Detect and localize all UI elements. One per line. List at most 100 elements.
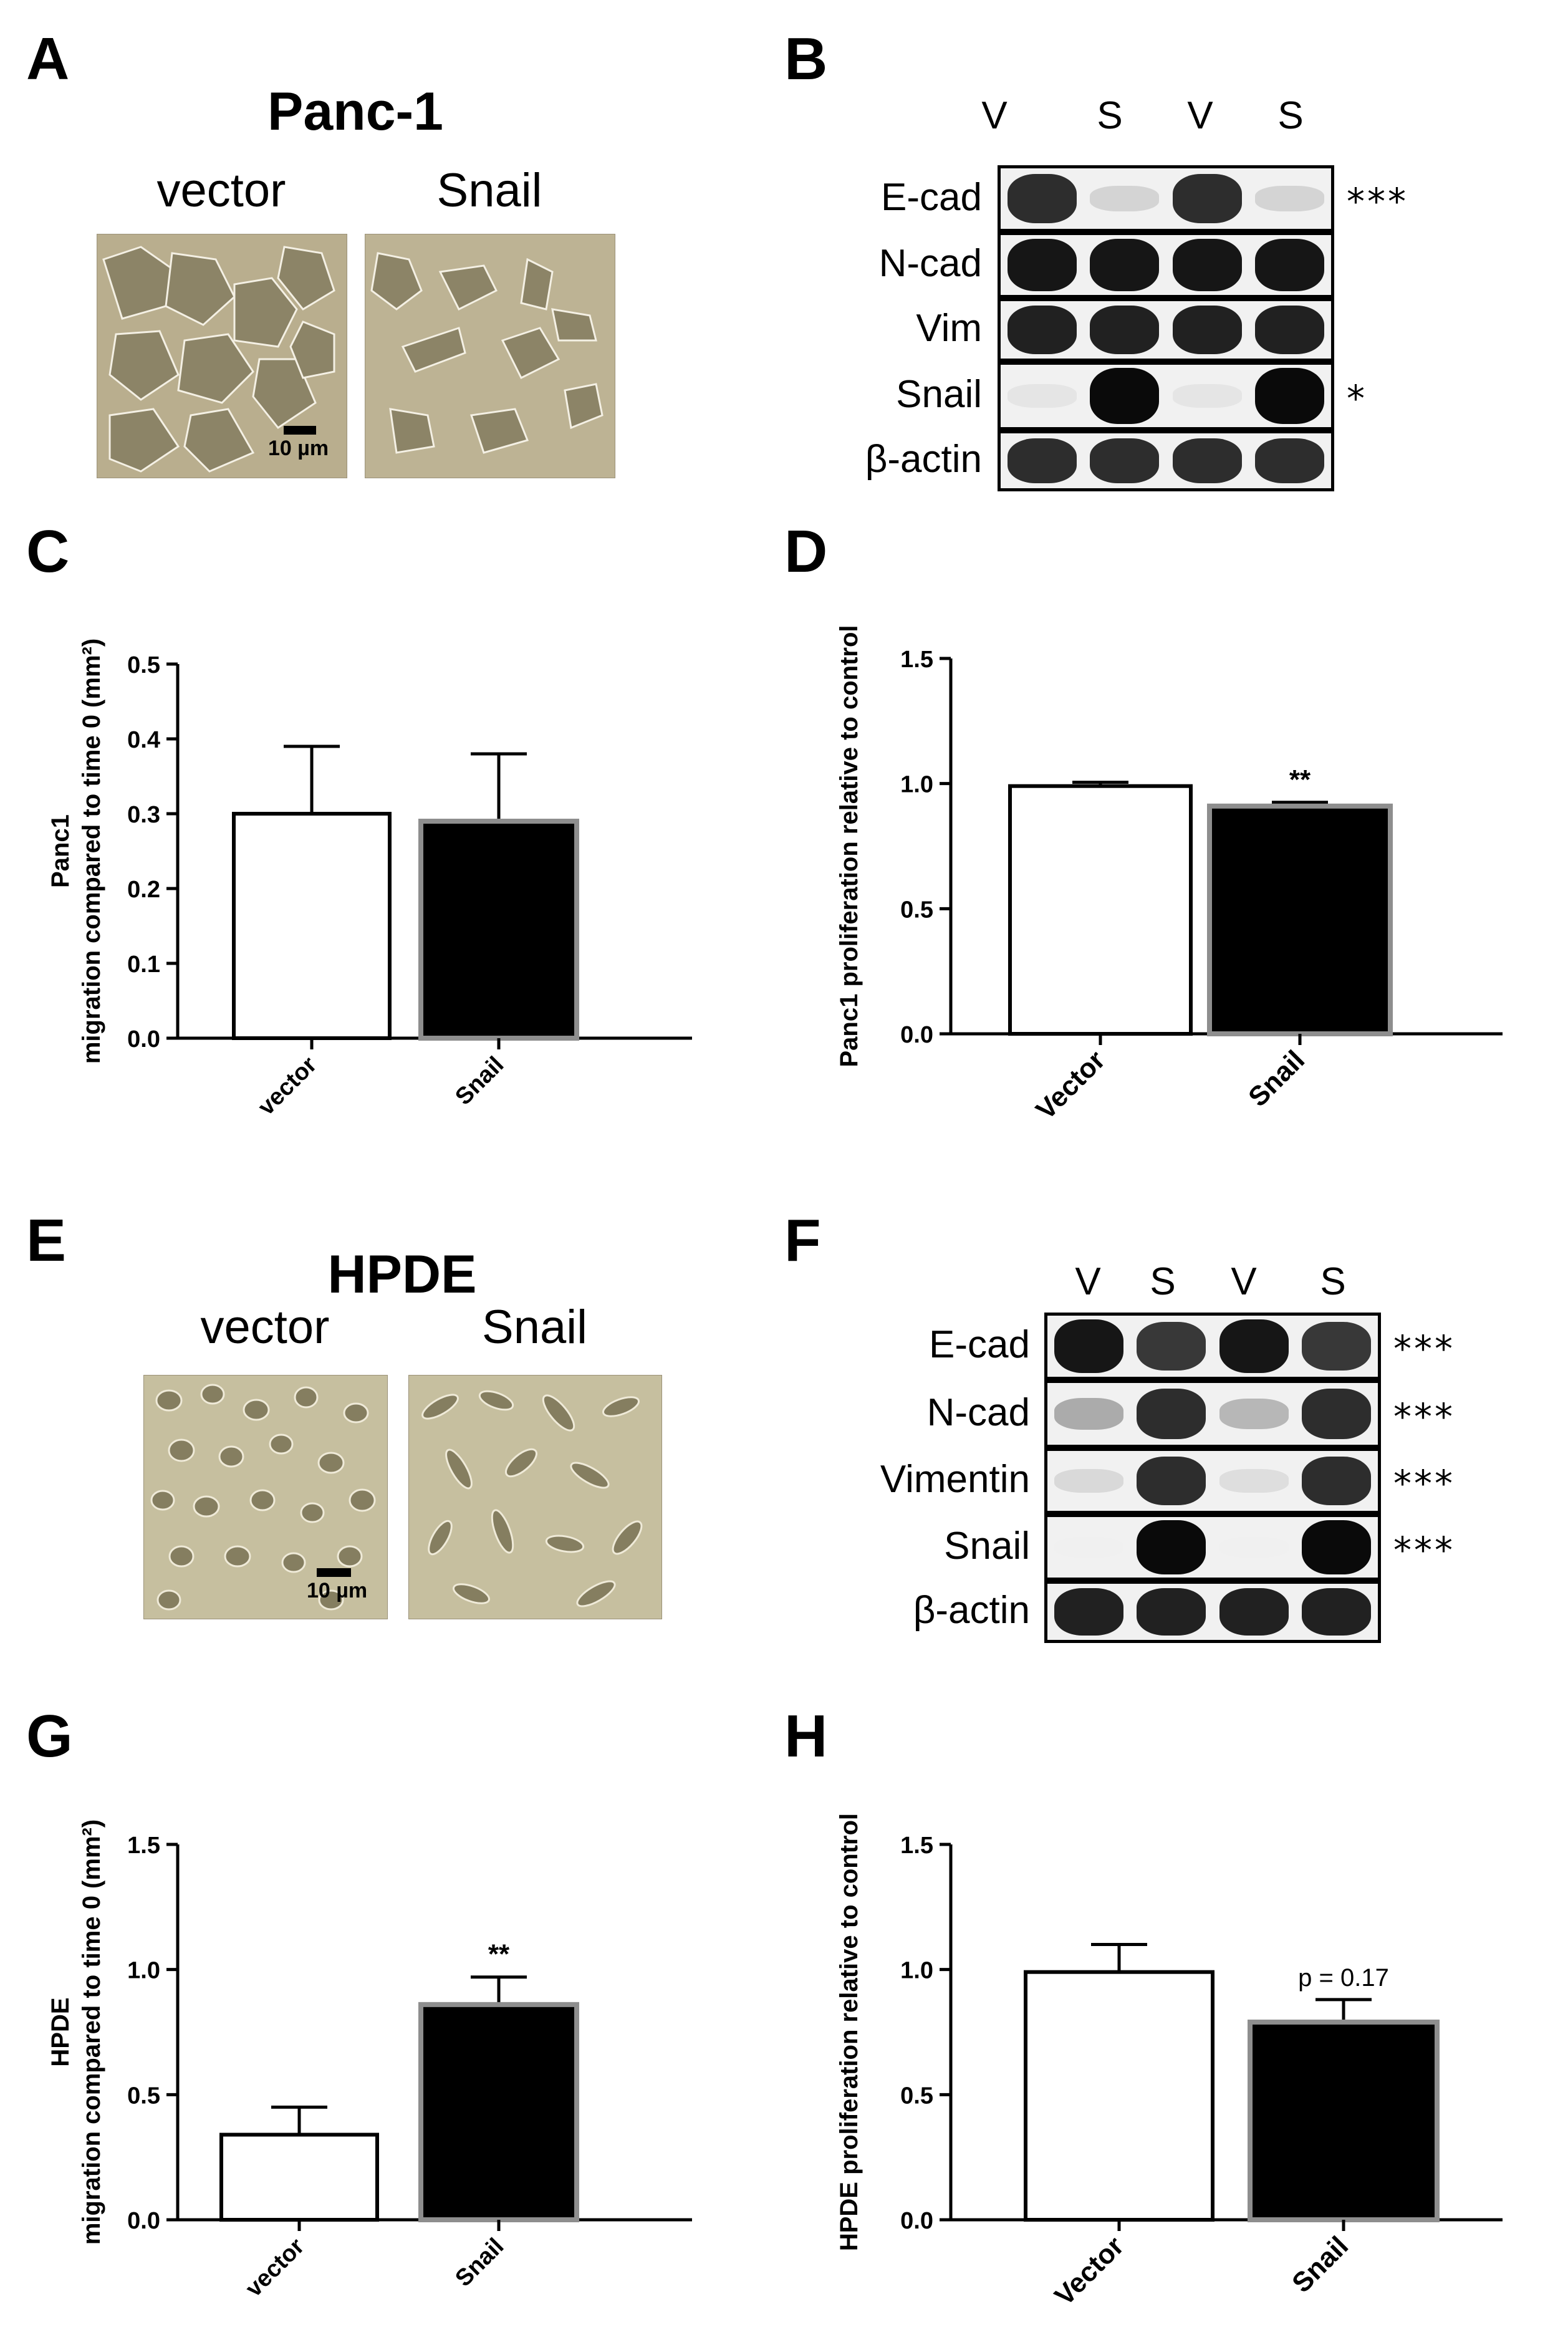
x-tick-label: Vector [1049,2230,1130,2311]
y-tick-label: 0.5 [900,2083,933,2109]
y-tick-label: 0.0 [900,2208,933,2234]
blot-row-f-1 [1044,1380,1381,1448]
blot-band [1137,1456,1206,1506]
panel-f-lane-1: V [1075,1260,1101,1303]
blot-row-b-4 [998,430,1334,491]
y-tick-label: 0.2 [127,877,160,903]
blot-band [1172,438,1242,483]
y-axis-label-line1: Panc1 [50,814,74,888]
blot-band [1302,1456,1372,1506]
blot-label-f-1: N-cad [926,1390,1030,1434]
y-axis-label-line1: HPDE [50,1997,74,2066]
panel-e-snail-label: Snail [482,1301,587,1354]
blot-significance-b-0: *** [1347,180,1408,223]
blot-significance-f-0: *** [1393,1328,1455,1370]
y-tick-label: 0.0 [127,1026,160,1053]
blot-row-f-0 [1044,1313,1381,1380]
y-axis-label-line2: migration compared to time 0 (mm²) [78,638,105,1064]
blot-band [1137,1322,1206,1371]
panel-c-chart: 0.0 0.1 0.2 0.3 0.4 0.5 Panc1 migration compare… [50,638,692,1120]
blot-band [1054,1319,1123,1373]
y-tick-label: 1.5 [127,1833,160,1859]
blot-band [1054,1398,1123,1430]
panel-f-lane-2: S [1150,1260,1176,1303]
blot-band [1255,438,1325,483]
blot-row-f-3 [1044,1514,1381,1581]
panel-e-vector-micrograph [143,1375,388,1619]
blot-label-f-4: β-actin [913,1589,1030,1632]
panel-letter-e: E [26,1207,67,1274]
blot-band [1090,438,1160,483]
blot-band [1302,1322,1372,1371]
x-tick-label: vector [253,1052,322,1120]
blot-band [1255,186,1325,211]
blot-band [1054,1588,1123,1636]
bar-vector [219,2132,379,2222]
panel-b-lane-2: S [1097,94,1123,137]
blot-label-f-2: Vimentin [880,1458,1030,1501]
blot-band [1007,384,1077,408]
y-tick-label: 1.5 [900,1833,933,1859]
panel-a-snail-micrograph [365,234,615,478]
blot-band [1255,239,1325,291]
panel-f-lane-3: V [1231,1260,1257,1303]
x-tick-label: Vector [1030,1044,1111,1125]
panel-e-title: HPDE [327,1245,477,1304]
panel-a-vector-label: vector [156,164,286,217]
x-tick-label: Snail [450,2233,509,2292]
y-tick-label: 0.5 [127,652,160,678]
blot-band [1219,1536,1289,1558]
bar-vector [1024,1970,1214,2222]
x-tick-label: Snail [1286,2230,1354,2298]
panel-e-scale-label: 10 µm [307,1579,368,1602]
panel-a-vector-image [97,234,347,478]
blot-band [1172,384,1242,408]
y-tick-label: 0.0 [127,2208,160,2234]
x-tick-label: vector [241,2233,309,2302]
bar-vector [232,812,392,1040]
panel-a-title: Panc-1 [267,82,444,142]
y-tick-label: 1.0 [900,772,933,798]
blot-band [1007,306,1077,354]
blot-band [1090,186,1160,211]
panel-a-snail-label: Snail [436,164,542,217]
blot-label-b-4: β-actin [865,438,982,481]
panel-e-vector-image [144,1376,387,1619]
blot-band [1219,1588,1289,1636]
bar-snail [418,2002,579,2222]
blot-band [1137,1588,1206,1636]
blot-band [1172,306,1242,354]
blot-band [1137,1520,1206,1575]
y-axis-label: Panc1 proliferation relative to control [835,625,863,1067]
blot-band [1219,1469,1289,1493]
blot-label-b-2: Vim [916,307,982,350]
panel-b-lane-3: V [1187,94,1213,137]
blot-band [1054,1536,1123,1558]
panel-a-snail-image [365,234,615,478]
significance-label: ** [488,1939,510,1970]
blot-label-b-3: Snail [896,373,982,416]
y-axis-label: HPDE proliferation relative to control [835,1813,863,2251]
panel-letter-g: G [26,1703,73,1770]
blot-band [1007,438,1077,483]
blot-significance-f-3: *** [1393,1528,1455,1571]
panel-f-lane-4: S [1320,1260,1346,1303]
blot-band [1302,1588,1372,1636]
blot-band [1007,173,1077,224]
y-tick-label: 1.0 [127,1958,160,1984]
panel-letter-b: B [784,26,828,92]
panel-g-chart: 0.0 0.5 1.0 1.5 HPDE migration compared to ti… [50,1819,692,2302]
blot-band [1090,306,1160,354]
panel-e-vector-label: vector [200,1301,330,1354]
panel-b-lane-1: V [981,94,1008,137]
bar-snail [418,819,579,1041]
blot-label-f-3: Snail [944,1524,1030,1568]
panel-a-scale-bar [284,426,316,435]
panel-h-chart: 0.0 0.5 1.0 1.5 HPDE proliferation relative … [835,1813,1503,2311]
blot-band [1007,239,1077,291]
panel-e-snail-micrograph [408,1375,662,1619]
blot-band [1172,173,1242,224]
y-tick-label: 0.4 [127,727,160,753]
blot-band [1255,368,1325,424]
y-tick-label: 0.5 [127,2083,160,2109]
